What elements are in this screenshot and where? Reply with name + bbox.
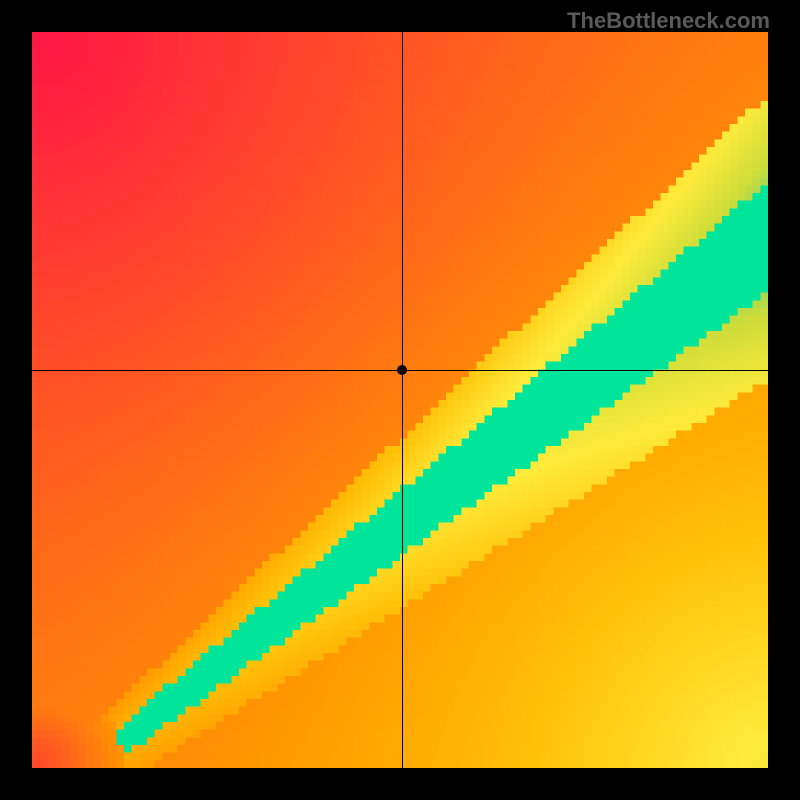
heatmap-plot xyxy=(32,32,768,768)
crosshair-marker xyxy=(397,365,407,375)
crosshair-vertical xyxy=(402,32,403,768)
heatmap-canvas xyxy=(32,32,768,768)
watermark: TheBottleneck.com xyxy=(567,8,770,34)
